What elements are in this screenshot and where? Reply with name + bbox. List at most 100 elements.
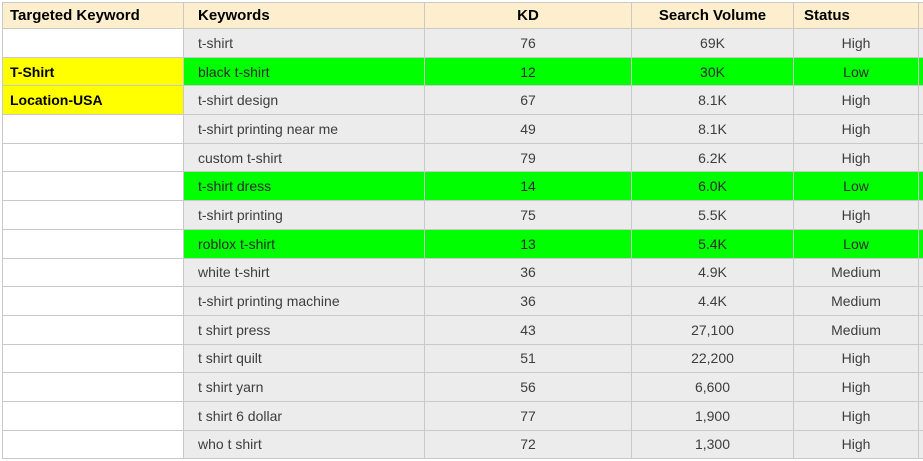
cell-targeted[interactable]	[2, 343, 184, 374]
cell-targeted[interactable]	[2, 228, 184, 259]
cell-kd[interactable]: 77	[424, 400, 632, 431]
header-search-volume[interactable]: Search Volume	[631, 2, 794, 29]
cell-status[interactable]: Low	[793, 171, 919, 202]
cell-kd[interactable]: 13	[424, 228, 632, 259]
table-row: t shirt 6 dollar 77 1,900 High	[2, 400, 923, 431]
cell-volume[interactable]: 1,900	[631, 400, 794, 431]
header-kd[interactable]: KD	[424, 2, 632, 29]
cell-kd[interactable]: 79	[424, 142, 632, 173]
cell-keyword[interactable]: t-shirt design	[183, 85, 425, 116]
cell-empty	[918, 372, 923, 402]
cell-keyword[interactable]: t shirt yarn	[183, 372, 425, 402]
cell-empty	[918, 228, 923, 259]
cell-empty	[918, 400, 923, 431]
cell-targeted[interactable]	[2, 372, 184, 402]
cell-volume[interactable]: 6,600	[631, 372, 794, 402]
cell-targeted[interactable]	[2, 171, 184, 202]
cell-status[interactable]: Low	[793, 56, 919, 87]
cell-kd[interactable]: 51	[424, 343, 632, 374]
cell-volume[interactable]: 8.1K	[631, 85, 794, 116]
cell-status[interactable]: High	[793, 114, 919, 144]
table-row: t-shirt printing machine 36 4.4K Medium	[2, 286, 923, 316]
cell-volume[interactable]: 5.4K	[631, 228, 794, 259]
cell-targeted[interactable]	[2, 142, 184, 173]
cell-kd[interactable]: 49	[424, 114, 632, 144]
cell-status[interactable]: High	[793, 400, 919, 431]
cell-keyword[interactable]: t shirt 6 dollar	[183, 400, 425, 431]
cell-status[interactable]: Medium	[793, 257, 919, 288]
cell-keyword[interactable]: t-shirt	[183, 28, 425, 58]
cell-volume[interactable]: 5.5K	[631, 200, 794, 230]
cell-volume[interactable]: 22,200	[631, 343, 794, 374]
table-row: t shirt quilt 51 22,200 High	[2, 343, 923, 374]
table-row: t-shirt printing near me 49 8.1K High	[2, 114, 923, 144]
cell-targeted[interactable]: T-Shirt	[2, 56, 184, 87]
header-status[interactable]: Status	[793, 2, 919, 29]
cell-volume[interactable]: 30K	[631, 56, 794, 87]
cell-status[interactable]: High	[793, 200, 919, 230]
cell-targeted[interactable]	[2, 400, 184, 431]
table-row: T-Shirt black t-shirt 12 30K Low	[2, 56, 923, 87]
table-row: t-shirt printing 75 5.5K High	[2, 200, 923, 230]
cell-kd[interactable]: 72	[424, 429, 632, 460]
cell-kd[interactable]: 36	[424, 286, 632, 316]
cell-empty	[918, 257, 923, 288]
cell-keyword[interactable]: t-shirt dress	[183, 171, 425, 202]
cell-status[interactable]: High	[793, 28, 919, 58]
cell-keyword[interactable]: t shirt press	[183, 314, 425, 345]
cell-kd[interactable]: 76	[424, 28, 632, 58]
cell-targeted[interactable]: Location-USA	[2, 85, 184, 116]
cell-empty	[918, 286, 923, 316]
cell-targeted[interactable]	[2, 28, 184, 58]
cell-kd[interactable]: 14	[424, 171, 632, 202]
cell-keyword[interactable]: t-shirt printing near me	[183, 114, 425, 144]
cell-volume[interactable]: 6.0K	[631, 171, 794, 202]
cell-keyword[interactable]: t-shirt printing machine	[183, 286, 425, 316]
cell-keyword[interactable]: black t-shirt	[183, 56, 425, 87]
cell-empty	[918, 429, 923, 460]
header-targeted-keyword[interactable]: Targeted Keyword	[2, 2, 184, 29]
cell-targeted[interactable]	[2, 286, 184, 316]
cell-targeted[interactable]	[2, 314, 184, 345]
cell-status[interactable]: High	[793, 343, 919, 374]
cell-keyword[interactable]: who t shirt	[183, 429, 425, 460]
cell-volume[interactable]: 27,100	[631, 314, 794, 345]
header-keywords[interactable]: Keywords	[183, 2, 425, 29]
cell-volume[interactable]: 4.9K	[631, 257, 794, 288]
cell-kd[interactable]: 75	[424, 200, 632, 230]
cell-kd[interactable]: 67	[424, 85, 632, 116]
cell-status[interactable]: High	[793, 372, 919, 402]
table-row: t-shirt 76 69K High	[2, 28, 923, 58]
cell-keyword[interactable]: t shirt quilt	[183, 343, 425, 374]
cell-targeted[interactable]	[2, 200, 184, 230]
cell-targeted[interactable]	[2, 257, 184, 288]
cell-keyword[interactable]: custom t-shirt	[183, 142, 425, 173]
cell-empty	[918, 114, 923, 144]
cell-volume[interactable]: 6.2K	[631, 142, 794, 173]
cell-keyword[interactable]: roblox t-shirt	[183, 228, 425, 259]
cell-keyword[interactable]: t-shirt printing	[183, 200, 425, 230]
table-row: Location-USA t-shirt design 67 8.1K High	[2, 85, 923, 116]
cell-volume[interactable]: 8.1K	[631, 114, 794, 144]
cell-kd[interactable]: 36	[424, 257, 632, 288]
cell-volume[interactable]: 69K	[631, 28, 794, 58]
cell-kd[interactable]: 56	[424, 372, 632, 402]
cell-status[interactable]: Medium	[793, 314, 919, 345]
cell-status[interactable]: High	[793, 429, 919, 460]
cell-volume[interactable]: 1,300	[631, 429, 794, 460]
cell-status[interactable]: High	[793, 85, 919, 116]
cell-kd[interactable]: 43	[424, 314, 632, 345]
cell-targeted[interactable]	[2, 114, 184, 144]
cell-volume[interactable]: 4.4K	[631, 286, 794, 316]
cell-empty	[918, 56, 923, 87]
cell-status[interactable]: Medium	[793, 286, 919, 316]
table-row: t shirt yarn 56 6,600 High	[2, 372, 923, 402]
cell-kd[interactable]: 12	[424, 56, 632, 87]
cell-status[interactable]: Low	[793, 228, 919, 259]
cell-targeted[interactable]	[2, 429, 184, 460]
table-row: roblox t-shirt 13 5.4K Low	[2, 228, 923, 259]
cell-status[interactable]: High	[793, 142, 919, 173]
cell-keyword[interactable]: white t-shirt	[183, 257, 425, 288]
